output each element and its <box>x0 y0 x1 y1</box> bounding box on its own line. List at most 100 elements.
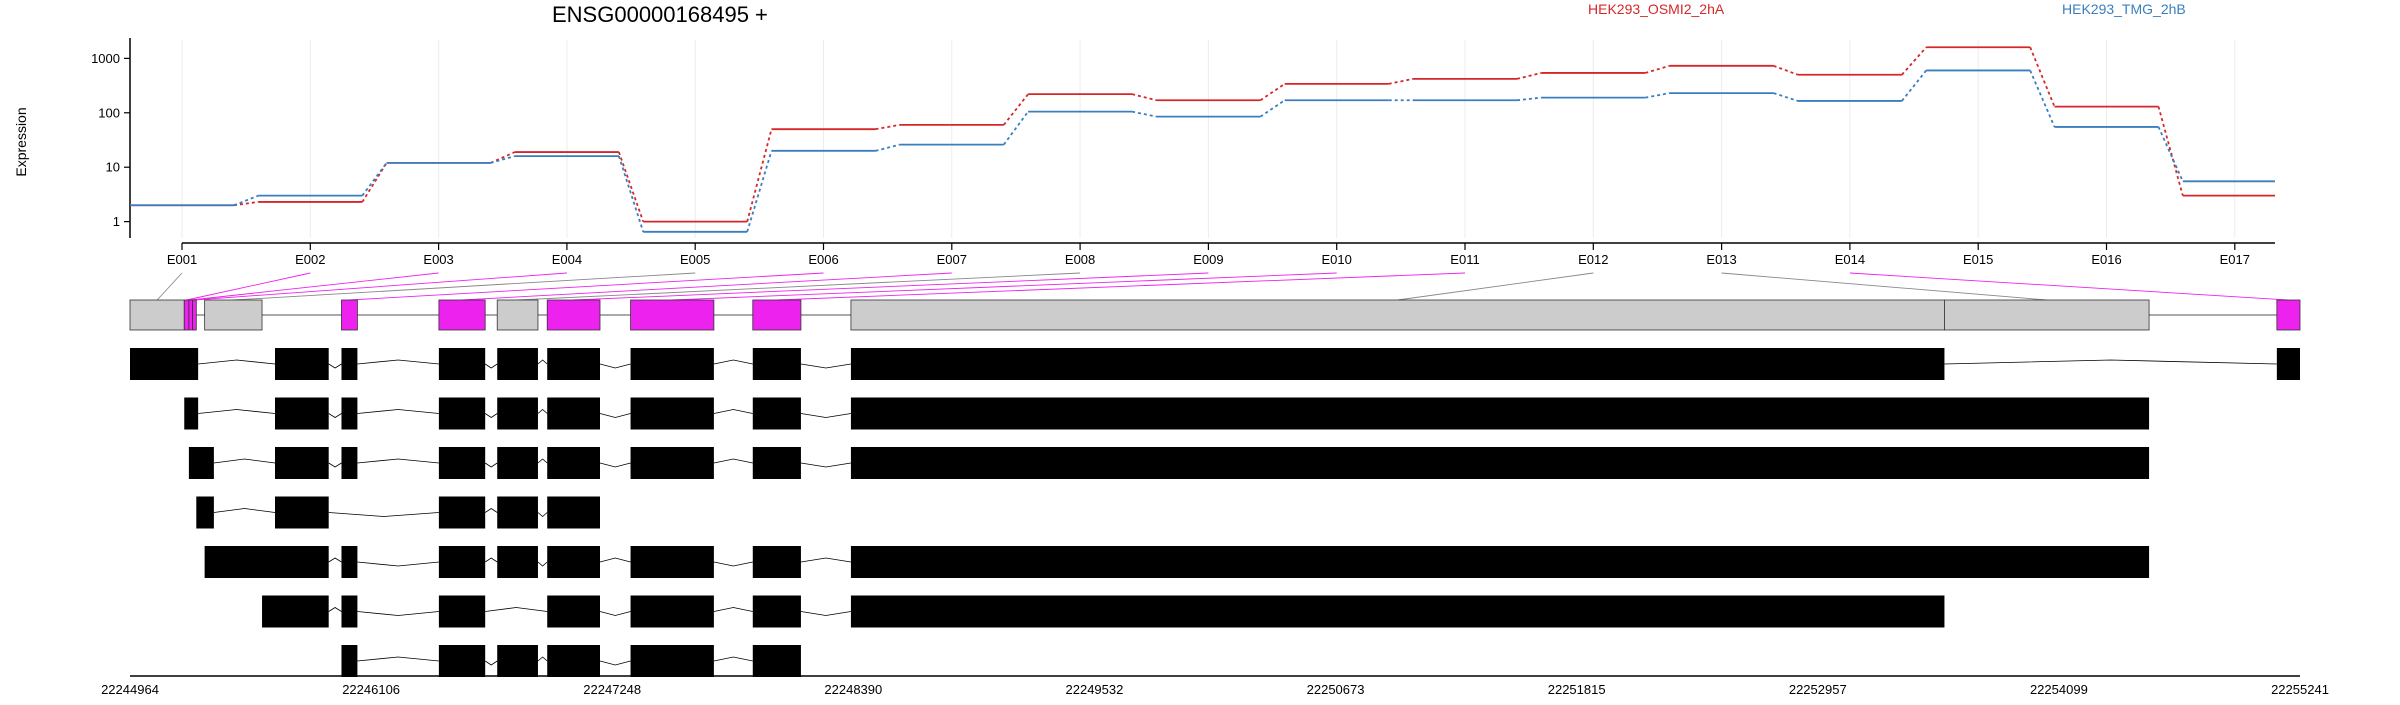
y-tick-label: 100 <box>98 105 120 120</box>
transcript-exon <box>341 595 358 628</box>
transcript-exon <box>850 447 2150 479</box>
exon-block <box>496 299 539 331</box>
transcript-intron <box>484 508 498 513</box>
transcript-2 <box>184 397 2150 430</box>
exon-block <box>1944 299 2150 331</box>
transcript-exon <box>438 397 486 430</box>
series-1-connector <box>1516 72 1542 80</box>
transcript-intron <box>537 561 548 567</box>
x-tick-label: E003 <box>423 252 453 267</box>
series-2-connector <box>1516 96 1542 102</box>
exon-connector <box>1721 272 2047 301</box>
transcript-intron <box>537 458 548 464</box>
transcript-exon <box>752 595 801 628</box>
exon-block <box>752 299 802 331</box>
transcript-exon <box>752 447 801 479</box>
series-1-connector <box>875 123 900 131</box>
x-tick-label: E002 <box>295 252 325 267</box>
transcript-intron <box>800 611 851 616</box>
transcript-intron <box>599 557 631 563</box>
transcript-1 <box>130 348 2300 380</box>
y-tick-label: 1 <box>113 214 120 229</box>
transcript-intron <box>357 458 439 464</box>
transcript-intron <box>328 512 439 517</box>
transcript-exon <box>630 348 714 380</box>
x-tick-label: E015 <box>1963 252 1993 267</box>
transcript-intron <box>484 462 498 468</box>
transcript-exon <box>497 447 538 479</box>
series-1-connector <box>1259 83 1286 102</box>
x-tick-label: E012 <box>1578 252 1608 267</box>
transcript-intron <box>357 611 439 616</box>
series-2-connector <box>1901 69 1927 102</box>
transcript-intron <box>484 413 498 418</box>
transcript-exon <box>204 546 329 578</box>
exon-block <box>630 299 715 331</box>
series-1-connector <box>1773 64 1799 76</box>
exon-block <box>183 299 190 331</box>
transcript-intron <box>800 413 851 418</box>
transcript-exon <box>341 546 358 578</box>
transcript-exon <box>547 496 600 529</box>
exon-connector <box>1397 272 1594 301</box>
coordinate-tick-label: 22246106 <box>342 682 400 697</box>
x-tick-label: E017 <box>2220 252 2250 267</box>
transcript-exon <box>188 447 214 479</box>
coordinate-tick-label: 22255241 <box>2271 682 2329 697</box>
series-2-connector <box>490 155 516 164</box>
coordinate-tick-label: 22250673 <box>1307 682 1365 697</box>
transcript-exon <box>184 397 199 430</box>
transcript-4 <box>196 496 600 529</box>
transcript-intron <box>713 607 753 612</box>
transcript-intron <box>484 660 498 666</box>
connector-layer <box>156 272 2289 301</box>
transcript-exon <box>630 397 714 430</box>
transcript-intron <box>484 363 498 369</box>
series-1-connector <box>233 201 259 207</box>
x-tick-label: E008 <box>1065 252 1095 267</box>
coordinate-tick-label: 22248390 <box>824 682 882 697</box>
transcript-intron <box>713 409 753 414</box>
transcript-exon <box>438 447 486 479</box>
transcript-intron <box>800 363 851 369</box>
transcript-intron <box>713 561 753 567</box>
coordinate-tick-label: 22249532 <box>1066 682 1124 697</box>
transcript-intron <box>328 413 342 418</box>
series-2-connector <box>361 162 388 197</box>
transcript-intron <box>198 359 276 365</box>
transcript-exon <box>547 397 600 430</box>
series-1-connector <box>2157 106 2184 196</box>
x-tick-label: E006 <box>808 252 838 267</box>
series-2-connector <box>746 150 773 233</box>
transcript-intron <box>357 409 439 414</box>
transcript-exon <box>438 348 486 380</box>
transcript-exon <box>497 546 538 578</box>
transcript-exon <box>275 348 329 380</box>
transcript-intron <box>485 607 548 612</box>
series-2-connector <box>875 143 901 152</box>
exon-block <box>438 299 486 331</box>
transcript-intron <box>357 561 439 567</box>
transcript-exon <box>341 397 358 430</box>
x-tick-label: E001 <box>167 252 197 267</box>
transcript-exon <box>130 348 199 380</box>
transcript-intron <box>537 408 548 414</box>
series-1-connector <box>746 128 773 222</box>
transcript-exon <box>497 348 538 380</box>
text-layer: ENSG00000168495 + HEK293_OSMI2_2hA HEK29… <box>13 1 2186 177</box>
x-tick-label: E009 <box>1193 252 1223 267</box>
series-2-connector <box>1773 92 1799 102</box>
transcript-exon <box>275 496 329 529</box>
transcript-exon <box>547 546 600 578</box>
series-2-connector <box>1645 92 1670 99</box>
series-1-connector <box>2029 46 2056 107</box>
series-layer <box>130 46 2275 233</box>
transcript-intron <box>328 462 342 468</box>
transcript-intron <box>713 458 753 464</box>
series-1-group <box>130 46 2275 223</box>
transcript-exon <box>547 348 600 380</box>
x-tick-label: E016 <box>2091 252 2121 267</box>
transcript-intron <box>213 458 276 464</box>
